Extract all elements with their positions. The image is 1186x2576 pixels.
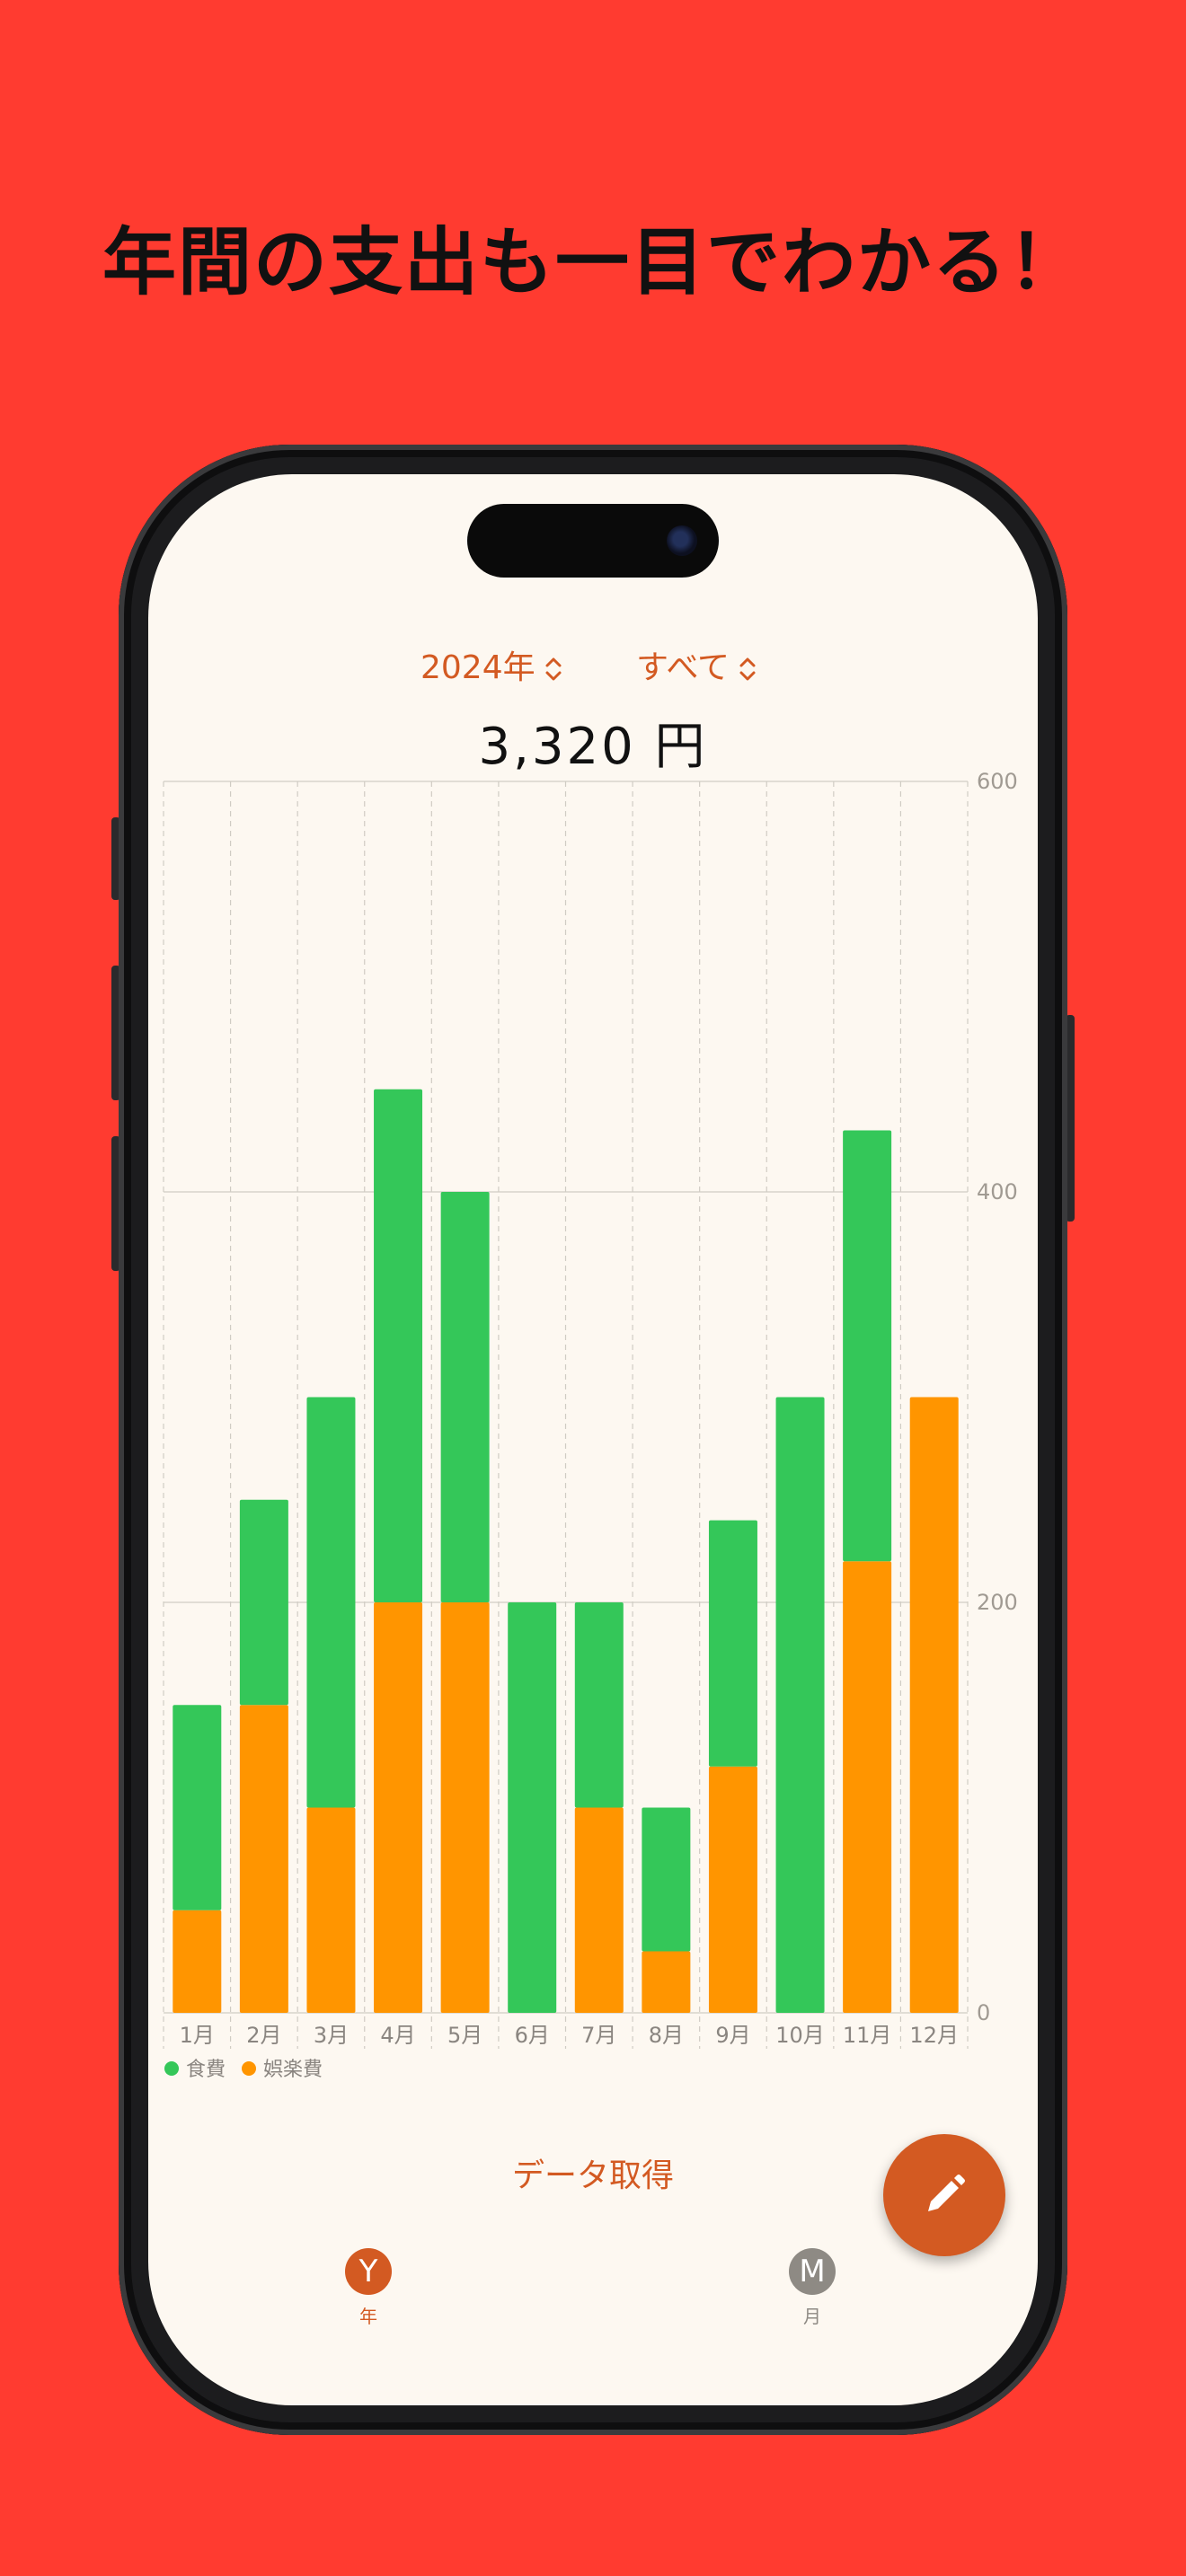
bar-entertainment — [374, 1602, 423, 2013]
legend-dot — [164, 2061, 179, 2076]
bar-food — [306, 1397, 356, 1808]
y-tick-label: 400 — [977, 1179, 1018, 1204]
month-tab-icon: M — [789, 2248, 836, 2295]
legend-label: 食費 — [186, 2059, 226, 2081]
bar-food — [708, 1520, 757, 1767]
bar-entertainment — [574, 1807, 624, 2013]
x-tick-label: 5月 — [447, 2023, 482, 2048]
total-amount: 3,320 円 — [478, 718, 708, 776]
bar-entertainment — [173, 1910, 222, 2013]
tab-year[interactable]: Y 年 — [314, 2248, 422, 2328]
filter-selectors: 2024年 すべて — [148, 641, 1038, 695]
legend-dot — [242, 2061, 257, 2076]
phone-volume-up — [111, 966, 120, 1100]
legend-item: 娯楽費 — [242, 2057, 323, 2084]
legend-item: 食費 — [164, 2057, 226, 2084]
dynamic-island — [467, 504, 719, 578]
x-tick-label: 9月 — [715, 2023, 750, 2048]
x-tick-label: 10月 — [775, 2023, 825, 2048]
bar-entertainment — [239, 1705, 288, 2013]
add-entry-button[interactable] — [883, 2134, 1005, 2256]
bar-entertainment — [440, 1602, 490, 2013]
bar-entertainment — [843, 1561, 892, 2013]
monthly-expense-chart: 0 200 400 600 1月 2月 3月 4月 5月 6月 7月 8月 9月 10月 11月 12月 — [163, 769, 1018, 2049]
updown-chevron-icon — [545, 657, 562, 681]
bar-food — [508, 1602, 557, 2013]
bar-food — [775, 1397, 825, 2013]
y-tick-label: 600 — [977, 769, 1018, 794]
tab-month[interactable]: M 月 — [758, 2248, 866, 2328]
bar-food — [374, 1089, 423, 1602]
x-tick-label: 2月 — [246, 2023, 281, 2048]
bar-food — [239, 1499, 288, 1706]
x-tick-label: 3月 — [314, 2023, 349, 2048]
bar-entertainment — [642, 1951, 691, 2013]
bar-food — [843, 1130, 892, 1562]
phone-silent-switch — [111, 817, 120, 900]
bar-food — [173, 1705, 222, 1910]
year-selector[interactable]: 2024年 — [420, 641, 562, 695]
tab-month-label: 月 — [803, 2306, 821, 2327]
bar-entertainment — [306, 1807, 356, 2013]
category-selector[interactable]: すべて — [636, 641, 757, 695]
bar-entertainment — [909, 1397, 959, 2013]
x-tick-label: 8月 — [649, 2023, 684, 2048]
phone-volume-down — [111, 1136, 120, 1271]
legend-label: 娯楽費 — [263, 2059, 323, 2081]
year-tab-icon: Y — [345, 2248, 392, 2295]
front-camera-icon — [667, 525, 697, 556]
chart-legend: 食費 娯楽費 — [164, 2057, 339, 2084]
y-tick-label: 0 — [977, 2000, 990, 2025]
phone-power-button — [1066, 1015, 1075, 1222]
pencil-icon — [928, 2175, 965, 2211]
fetch-data-button[interactable]: データ取得 — [511, 2157, 674, 2194]
promo-headline: 年間の支出も一目でわかる！ — [102, 220, 1084, 305]
x-tick-label: 11月 — [843, 2023, 892, 2048]
x-tick-label: 4月 — [380, 2023, 415, 2048]
x-tick-label: 6月 — [515, 2023, 550, 2048]
year-selector-label: 2024年 — [420, 649, 535, 686]
updown-chevron-icon — [739, 657, 756, 681]
category-selector-label: すべて — [636, 649, 730, 686]
x-tick-label: 7月 — [581, 2023, 616, 2048]
y-tick-label: 200 — [977, 1590, 1018, 1615]
bar-food — [642, 1807, 691, 1952]
bar-food — [440, 1192, 490, 1602]
x-tick-label: 1月 — [180, 2023, 215, 2048]
bar-food — [574, 1602, 624, 1808]
x-tick-label: 12月 — [909, 2023, 959, 2048]
app-screen: 2024年 すべて 3,320 円 0 200 400 600 1月 2月 3月 4月 5月 6月… — [148, 474, 1038, 2405]
bar-entertainment — [708, 1766, 757, 2013]
tab-year-label: 年 — [359, 2306, 377, 2327]
